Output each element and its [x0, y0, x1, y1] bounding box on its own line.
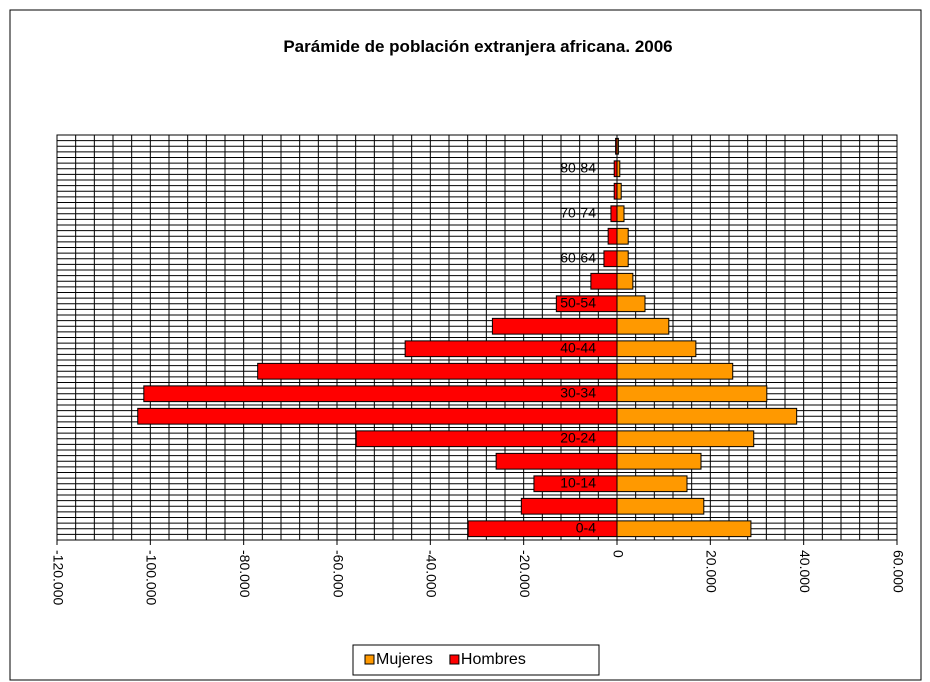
bar [616, 430, 755, 448]
bar [491, 317, 618, 335]
category-label: 0-4 [576, 519, 596, 535]
x-tick-label: 0 [610, 550, 626, 558]
bar [616, 182, 622, 200]
x-tick-label: 20.000 [704, 550, 720, 593]
legend-label: Hombres [461, 651, 526, 668]
plot-border [56, 134, 898, 541]
bar [610, 205, 618, 223]
x-tick-label: -20.000 [517, 550, 533, 598]
bar [616, 362, 734, 380]
bar [495, 452, 618, 470]
bar [616, 272, 634, 290]
bar [615, 137, 618, 155]
chart-title: Parámide de población extranjera african… [283, 37, 672, 56]
bar [257, 362, 618, 380]
bar [520, 497, 618, 515]
bar [137, 407, 618, 425]
legend-swatch [449, 654, 460, 665]
bar [143, 385, 618, 403]
bar [555, 295, 618, 313]
bar [616, 205, 625, 223]
bar [616, 317, 670, 335]
category-label: 10-14 [560, 474, 596, 490]
bar [607, 227, 618, 245]
x-tick-label: -120.000 [50, 550, 66, 605]
legend-box [352, 644, 600, 676]
x-tick-label: 40.000 [797, 550, 813, 593]
legend-swatch [364, 654, 375, 665]
category-label: 40-44 [560, 339, 596, 355]
category-label: 20-24 [560, 429, 596, 445]
bar [616, 227, 629, 245]
bar [616, 497, 705, 515]
bar [616, 475, 688, 493]
category-label: 50-54 [560, 294, 596, 310]
bar [533, 475, 618, 493]
bar [616, 295, 646, 313]
x-tick-label: 60.000 [890, 550, 906, 593]
bar [616, 340, 697, 358]
category-label: 70-74 [560, 204, 596, 220]
bar [616, 385, 768, 403]
bar [404, 340, 618, 358]
bar [616, 520, 752, 538]
category-label: 80-84 [560, 159, 596, 175]
bar [616, 250, 629, 268]
x-tick-label: -60.000 [330, 550, 346, 598]
bar [467, 520, 618, 538]
x-tick-label: -40.000 [424, 550, 440, 598]
bar [613, 160, 618, 178]
category-label: 60-64 [560, 249, 596, 265]
bar [355, 430, 618, 448]
bar [616, 452, 702, 470]
legend: Mujeres Hombres [352, 644, 600, 676]
bar [616, 407, 798, 425]
bar [613, 182, 618, 200]
category-label: 30-34 [560, 384, 596, 400]
x-tick-label: -80.000 [237, 550, 253, 598]
bar [590, 272, 618, 290]
legend-label: Mujeres [376, 651, 433, 668]
bar [603, 250, 618, 268]
x-tick-label: -100.000 [144, 550, 160, 605]
